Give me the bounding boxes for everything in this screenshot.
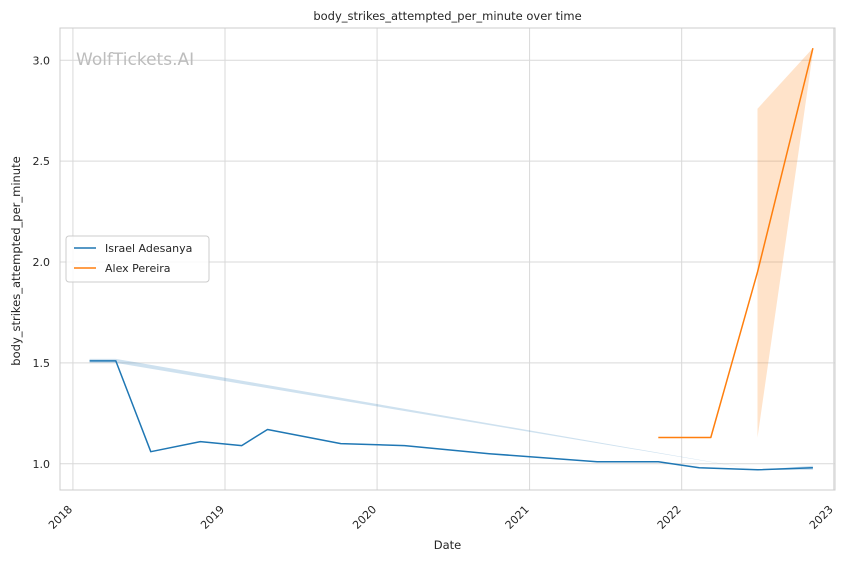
confidence-band-alex-pereira <box>757 48 813 438</box>
x-axis-label: Date <box>434 538 462 552</box>
x-tick-label: 2018 <box>46 503 75 532</box>
series-line-israel-adesanya <box>89 360 813 471</box>
y-tick-label: 1.0 <box>33 458 51 471</box>
legend-label-alex-pereira: Alex Pereira <box>105 262 171 275</box>
watermark: WolfTickets.AI <box>76 50 194 70</box>
x-tick-label: 2023 <box>807 503 836 532</box>
grid <box>60 28 835 490</box>
series-line-alex-pereira <box>658 48 814 439</box>
y-tick-labels: 1.0 1.5 2.0 2.5 3.0 <box>33 54 51 470</box>
legend-label-israel-adesanya: Israel Adesanya <box>105 242 192 255</box>
x-tick-label: 2022 <box>655 503 684 532</box>
plot-frame <box>59 27 836 491</box>
legend: Israel Adesanya Alex Pereira <box>65 235 210 283</box>
y-tick-label: 2.0 <box>33 256 51 269</box>
y-tick-label: 1.5 <box>33 357 51 370</box>
x-tick-label: 2019 <box>198 503 227 532</box>
series-lines <box>89 48 814 471</box>
legend-box <box>65 235 210 283</box>
y-tick-label: 2.5 <box>33 155 51 168</box>
y-axis-label: body_strikes_attempted_per_minute <box>9 156 23 365</box>
chart-title: body_strikes_attempted_per_minute over t… <box>313 9 581 23</box>
confidence-bands <box>89 48 813 470</box>
x-tick-label: 2021 <box>503 503 532 532</box>
confidence-band-israel-adesanya <box>115 358 758 470</box>
y-tick-label: 3.0 <box>33 54 51 67</box>
x-tick-label: 2020 <box>350 503 379 532</box>
x-tick-labels: 2018 2019 2020 2021 2022 2023 <box>46 503 836 532</box>
